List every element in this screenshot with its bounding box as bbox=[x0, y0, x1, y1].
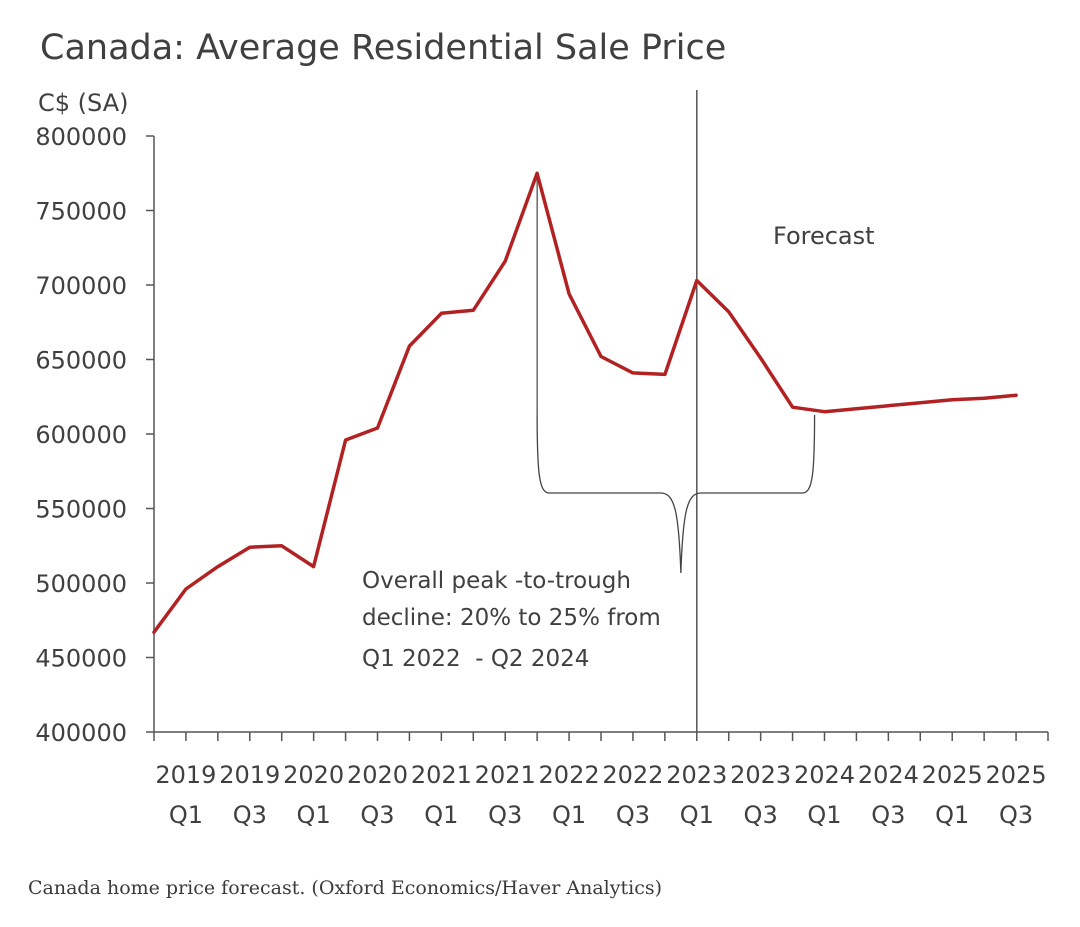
x-tick-label-quarter: Q3 bbox=[999, 801, 1033, 829]
x-tick-label-year: 2023 bbox=[666, 761, 727, 789]
x-tick-label-year: 2019 bbox=[155, 761, 216, 789]
x-tick-label-year: 2021 bbox=[411, 761, 472, 789]
decline-annotation-line-3: Q1 2022 - Q2 2024 bbox=[362, 646, 589, 672]
x-tick-label-quarter: Q1 bbox=[552, 801, 586, 829]
x-tick-label-quarter: Q1 bbox=[297, 801, 331, 829]
x-tick-label-year: 2020 bbox=[347, 761, 408, 789]
x-axis-tick-labels: 2019 Q1 2019 Q3 2020 Q1 2020 Q3 2021 Q1 2021 Q3 2022… bbox=[153, 732, 1049, 829]
y-tick-label: 650000 bbox=[35, 347, 127, 375]
x-tick-label-quarter: Q1 bbox=[424, 801, 458, 829]
series-layer bbox=[152, 171, 1018, 634]
x-tick-label-year: 2020 bbox=[283, 761, 344, 789]
figure-caption: Canada home price forecast. (Oxford Econ… bbox=[28, 877, 662, 899]
x-tick-label-quarter: Q3 bbox=[616, 801, 650, 829]
x-tick-label-year: 2025 bbox=[922, 761, 983, 789]
x-tick-label-quarter: Q1 bbox=[807, 801, 841, 829]
y-tick-label: 400000 bbox=[35, 719, 127, 747]
y-tick-label: 600000 bbox=[35, 421, 127, 449]
y-tick-label: 500000 bbox=[35, 570, 127, 598]
x-tick-label-year: 2022 bbox=[539, 761, 600, 789]
axes bbox=[153, 90, 1048, 733]
x-tick-label-quarter: Q3 bbox=[360, 801, 394, 829]
x-tick-label-quarter: Q3 bbox=[871, 801, 905, 829]
x-tick-label-quarter: Q1 bbox=[169, 801, 203, 829]
chart-title: Canada: Average Residential Sale Price bbox=[40, 28, 727, 68]
x-tick-label-year: 2025 bbox=[986, 761, 1047, 789]
x-tick-label-year: 2024 bbox=[858, 761, 919, 789]
decline-brace bbox=[536, 414, 816, 574]
y-tick-label: 800000 bbox=[35, 123, 127, 151]
x-tick-label-quarter: Q3 bbox=[744, 801, 778, 829]
line-chart: 400000 450000 500000 550000 600000 650000 7000… bbox=[35, 89, 1049, 829]
x-tick-label-year: 2019 bbox=[219, 761, 280, 789]
y-tick-label: 450000 bbox=[35, 645, 127, 673]
x-tick-label-year: 2022 bbox=[602, 761, 663, 789]
x-tick-label-year: 2021 bbox=[475, 761, 536, 789]
x-tick-label-quarter: Q3 bbox=[488, 801, 522, 829]
decline-bracket bbox=[536, 173, 816, 574]
x-tick-label-quarter: Q3 bbox=[233, 801, 267, 829]
x-tick-label-quarter: Q1 bbox=[680, 801, 714, 829]
decline-annotation-line-2: decline: 20% to 25% from bbox=[362, 605, 661, 631]
forecast-label: Forecast bbox=[773, 222, 875, 250]
y-tick-label: 750000 bbox=[35, 198, 127, 226]
y-axis-tick-labels: 400000 450000 500000 550000 600000 650000 7000… bbox=[35, 123, 154, 747]
x-tick-label-year: 2024 bbox=[794, 761, 855, 789]
y-tick-label: 700000 bbox=[35, 272, 127, 300]
decline-annotation-line-1: Overall peak -to-trough bbox=[362, 568, 631, 594]
y-tick-label: 550000 bbox=[35, 496, 127, 524]
y-axis-label: C$ (SA) bbox=[38, 89, 128, 117]
series-line-average-price bbox=[152, 171, 1018, 634]
x-tick-label-quarter: Q1 bbox=[935, 801, 969, 829]
x-tick-label-year: 2023 bbox=[730, 761, 791, 789]
